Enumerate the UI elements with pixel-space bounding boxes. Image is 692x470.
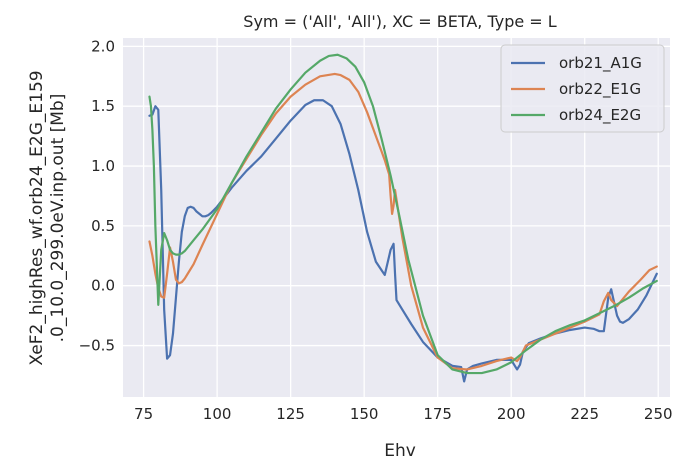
x-tick-label: 125: [276, 405, 305, 423]
x-tick-label: 150: [350, 405, 379, 423]
x-tick-label: 100: [203, 405, 232, 423]
y-tick-label: 1.5: [91, 97, 115, 115]
series-line-orb24_E2G: [148, 53, 658, 375]
legend: orb21_A1G orb22_E1G orb24_E2G: [500, 44, 665, 133]
y-tick-label: 1.0: [91, 157, 115, 175]
x-tick-labels: 75 100 125 150 175 200 225 250: [134, 405, 673, 423]
series-line-orb21_A1G: [148, 99, 658, 383]
series-line-orb22_E1G: [148, 72, 658, 371]
x-tick-label: 200: [497, 405, 526, 423]
legend-box: [500, 44, 665, 133]
x-axis-label: Ehv: [384, 441, 416, 461]
y-tick-labels: −0.5 0.0 0.5 1.0 1.5 2.0: [79, 37, 115, 354]
y-axis-label: XeF2_highRes_wf.orb24_E2G_E159 .0_10.0_2…: [27, 70, 68, 365]
legend-label: orb21_A1G: [559, 54, 642, 73]
series-lines: [148, 53, 658, 383]
legend-label: orb24_E2G: [559, 106, 641, 125]
y-tick-label: 0.5: [91, 217, 115, 235]
x-tick-label: 75: [134, 405, 153, 423]
y-tick-label: 0.0: [91, 277, 115, 295]
x-tick-label: 175: [423, 405, 452, 423]
y-tick-label: 2.0: [91, 37, 115, 55]
x-tick-label: 250: [644, 405, 673, 423]
x-tick-label: 225: [570, 405, 599, 423]
legend-label: orb22_E1G: [559, 80, 641, 99]
y-axis-label-line-2: .0_10.0_299.0eV.inp.out [Mb]: [48, 94, 68, 343]
y-axis-label-line-1: XeF2_highRes_wf.orb24_E2G_E159: [27, 70, 47, 365]
chart-title: Sym = ('All', 'All'), XC = BETA, Type = …: [243, 12, 556, 31]
y-tick-label: −0.5: [79, 337, 115, 355]
